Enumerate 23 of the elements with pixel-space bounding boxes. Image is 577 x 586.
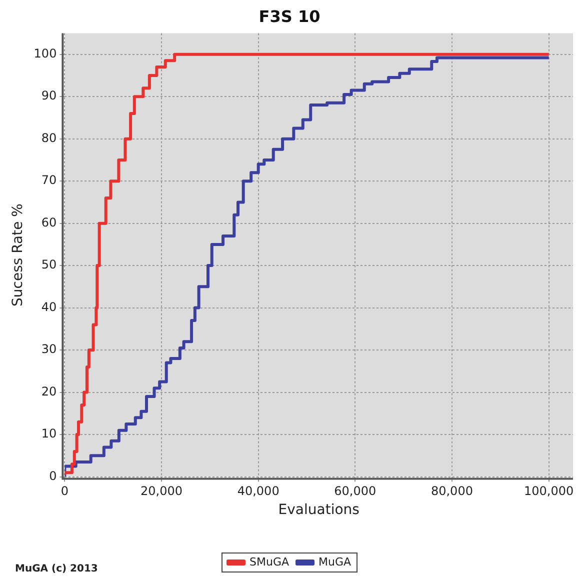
legend-label: SMuGA	[250, 555, 290, 568]
y-tick-label: 40	[41, 300, 57, 314]
y-tick-label: 100	[34, 46, 57, 60]
y-axis-title: Sucess Rate %	[10, 204, 26, 306]
x-tick-label: 0	[60, 484, 69, 498]
y-tick-label: 50	[41, 258, 57, 272]
text: MuGA (c) 2013	[15, 564, 98, 575]
y-tick-label: 70	[41, 173, 57, 188]
y-tick-label: 30	[41, 342, 57, 356]
legend-label: MuGA	[318, 555, 352, 568]
x-tick-label: 40,000	[237, 484, 280, 498]
y-tick-label: 0	[49, 468, 57, 483]
x-tick-label: 60,000	[334, 484, 376, 498]
x-tick-label: 20,000	[140, 484, 183, 498]
chart-title: F3S 10	[258, 6, 320, 26]
y-tick-label: 10	[41, 426, 57, 441]
x-tick-label: 100,000	[524, 484, 574, 498]
y-tick-label: 60	[41, 215, 57, 230]
x-tick-label: 80,000	[430, 484, 473, 498]
y-tick-label: 80	[41, 130, 57, 145]
y-tick-label: 20	[41, 384, 57, 398]
x-axis-title: Evaluations	[278, 502, 360, 518]
y-tick-label: 90	[41, 88, 57, 103]
